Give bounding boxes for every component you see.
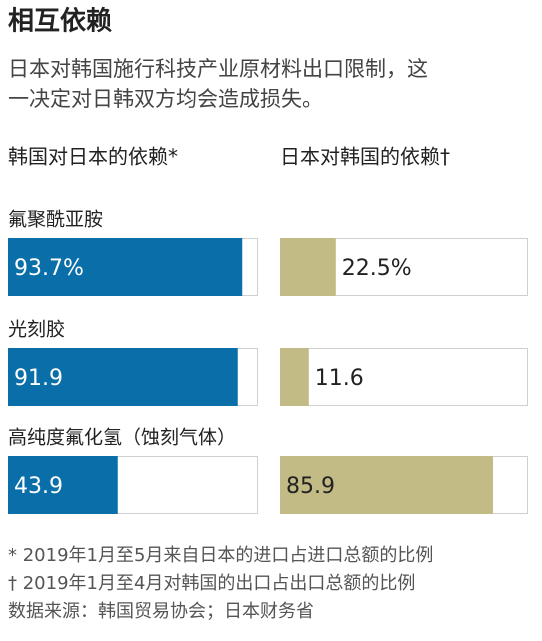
bar xyxy=(8,238,243,296)
value-label: 85.9 xyxy=(286,474,335,499)
bar xyxy=(8,456,118,514)
value-label: 91.9 xyxy=(14,366,63,391)
bar xyxy=(280,456,494,514)
category-label: 光刻胶 xyxy=(8,319,65,341)
legend-label: 日本对韩国的依赖† xyxy=(280,145,450,169)
value-label: 11.6 xyxy=(315,366,364,391)
value-label: 43.9 xyxy=(14,474,63,499)
chart-title: 相互依赖 xyxy=(8,7,112,37)
bar xyxy=(280,348,309,406)
subtitle: 一决定对日韩双方均会造成损失。 xyxy=(8,87,323,111)
note: † 2019年1月至4月对韩国的出口占出口总额的比例 xyxy=(8,573,415,594)
value-label: 22.5% xyxy=(342,256,412,281)
value-label: 93.7% xyxy=(14,256,84,281)
bar xyxy=(8,348,238,406)
category-label: 高纯度氟化氢（蚀刻气体） xyxy=(8,427,236,449)
note: 数据来源：韩国贸易协会；日本财务省 xyxy=(8,601,314,622)
category-label: 氟聚酰亚胺 xyxy=(8,209,103,231)
bar xyxy=(280,238,336,296)
legend-label: 韩国对日本的依赖* xyxy=(8,145,178,169)
note: * 2019年1月至5月来自日本的进口占进口总额的比例 xyxy=(8,545,433,566)
subtitle: 日本对韩国施行科技产业原材料出口限制，这 xyxy=(8,57,428,81)
